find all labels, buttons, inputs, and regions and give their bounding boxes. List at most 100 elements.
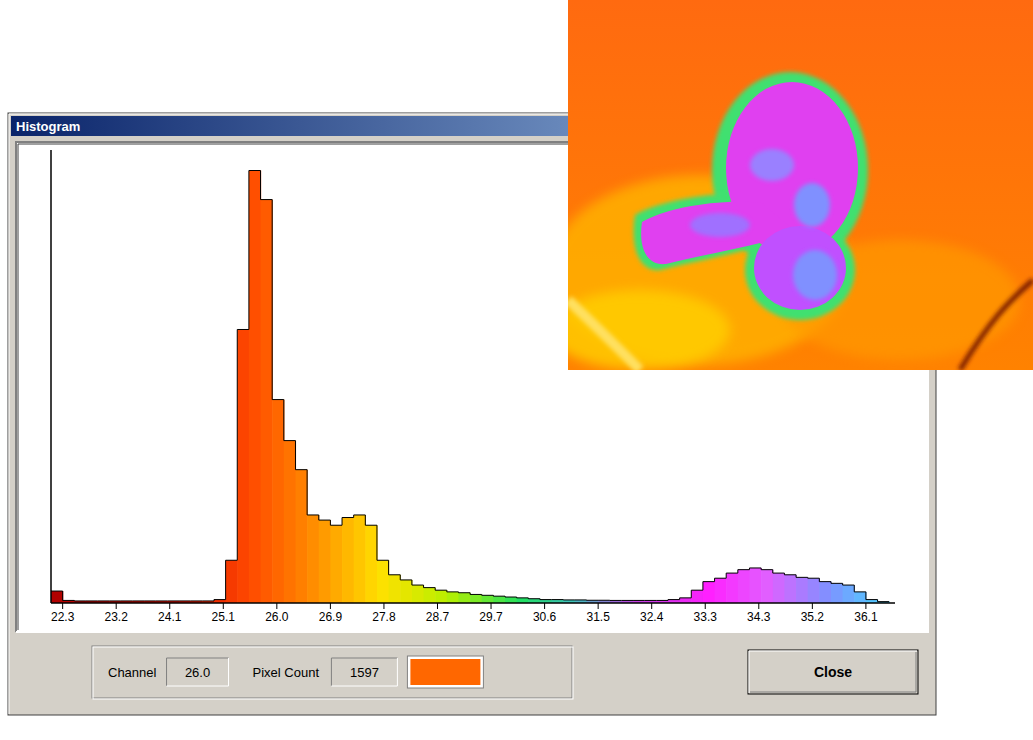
histogram-bar bbox=[749, 568, 761, 603]
bar-outline bbox=[493, 596, 505, 598]
bar-outline bbox=[668, 598, 680, 600]
histogram-bar bbox=[726, 573, 738, 603]
bar-outline bbox=[761, 570, 773, 573]
bar-outline bbox=[866, 600, 878, 602]
face-patch bbox=[750, 149, 794, 181]
bar-outline bbox=[784, 575, 796, 578]
histogram-bar bbox=[330, 525, 342, 603]
histogram-bar bbox=[843, 585, 855, 603]
bar-outline bbox=[144, 600, 156, 601]
bar-outline bbox=[540, 599, 552, 600]
bar-outline bbox=[458, 593, 470, 595]
thermal-image bbox=[568, 0, 1033, 370]
histogram-bar bbox=[680, 598, 692, 603]
x-tick-label: 31.5 bbox=[586, 610, 610, 624]
x-tick bbox=[812, 603, 813, 609]
bar-outline bbox=[587, 600, 599, 601]
bar-outline bbox=[726, 570, 738, 573]
close-button[interactable] bbox=[748, 650, 918, 694]
bar-outline bbox=[575, 599, 587, 600]
x-tick-label: 29.7 bbox=[479, 610, 503, 624]
button-shadow bbox=[750, 652, 916, 692]
x-tick-label: 26.0 bbox=[265, 610, 289, 624]
histogram-bar bbox=[470, 594, 482, 603]
bar-outline bbox=[470, 594, 482, 596]
histogram-bar bbox=[715, 578, 727, 603]
bar-outline bbox=[63, 600, 75, 602]
swatch-frame bbox=[407, 656, 483, 688]
x-tick-label: 28.7 bbox=[426, 610, 450, 624]
histogram-bar bbox=[284, 441, 296, 603]
x-tick-label: 25.1 bbox=[212, 610, 236, 624]
status-group-highlight bbox=[93, 647, 573, 699]
x-tick bbox=[62, 603, 63, 609]
channel-label: Channel bbox=[108, 665, 157, 680]
count-box bbox=[331, 658, 397, 686]
count-value: 1597 bbox=[350, 665, 379, 680]
face-patch bbox=[794, 183, 830, 227]
x-tick-label: 27.8 bbox=[372, 610, 396, 624]
bar-outline bbox=[680, 590, 692, 598]
x-tick bbox=[169, 603, 170, 609]
histogram-bar bbox=[493, 596, 505, 603]
bar-outline bbox=[598, 600, 610, 601]
count-box-shadow bbox=[331, 658, 397, 686]
histogram-bar bbox=[703, 582, 715, 603]
bar-outline bbox=[284, 441, 296, 470]
x-tick bbox=[276, 603, 277, 609]
fold-shadow bbox=[960, 280, 1033, 370]
x-tick-label: 34.3 bbox=[747, 610, 771, 624]
histogram-bar bbox=[482, 595, 494, 603]
histogram-bar bbox=[389, 575, 401, 603]
x-tick bbox=[116, 603, 117, 609]
x-tick bbox=[758, 603, 759, 609]
histogram-bar bbox=[424, 588, 436, 603]
bar-outline bbox=[167, 600, 179, 601]
bar-outline bbox=[272, 400, 284, 441]
bar-outline bbox=[854, 592, 866, 600]
histogram-bar bbox=[412, 585, 424, 603]
bar-outline bbox=[342, 515, 354, 518]
bar-outline bbox=[505, 597, 517, 599]
bar-outline bbox=[645, 600, 657, 601]
bar-outline bbox=[51, 591, 63, 600]
histogram-bar bbox=[261, 200, 273, 603]
bar-outline bbox=[552, 599, 564, 600]
histogram-bar bbox=[854, 592, 866, 603]
bar-outline bbox=[878, 601, 890, 602]
histogram-bar bbox=[237, 329, 249, 603]
bar-outline bbox=[319, 520, 331, 525]
bar-outline bbox=[121, 600, 133, 601]
bar-outline bbox=[377, 560, 389, 575]
x-tick bbox=[223, 603, 224, 609]
histogram-bar bbox=[691, 590, 703, 603]
histogram-bar bbox=[517, 598, 529, 603]
histogram-bar bbox=[51, 591, 63, 603]
histogram-bar bbox=[377, 560, 389, 603]
x-tick bbox=[651, 603, 652, 609]
bar-outline bbox=[715, 573, 727, 578]
bar-outline bbox=[808, 578, 820, 581]
bar-outline bbox=[226, 329, 238, 560]
bar-outline bbox=[435, 590, 447, 592]
bar-outline bbox=[749, 568, 761, 570]
bar-outline bbox=[517, 597, 529, 599]
histogram-bar bbox=[761, 570, 773, 603]
close-button-label[interactable]: Close bbox=[814, 664, 852, 680]
bar-outline bbox=[843, 585, 855, 592]
bar-outline bbox=[354, 515, 366, 525]
bar-outline bbox=[179, 600, 191, 601]
histogram-bar bbox=[400, 580, 412, 603]
bar-outline bbox=[74, 600, 86, 601]
histogram-bar bbox=[342, 518, 354, 603]
bar-outline bbox=[819, 582, 831, 584]
warm-blanket bbox=[568, 290, 730, 370]
bar-outline bbox=[447, 591, 459, 593]
histogram-bar bbox=[319, 520, 331, 603]
count-label: Pixel Count bbox=[253, 665, 320, 680]
bar-outline bbox=[738, 568, 750, 570]
bar-outline bbox=[424, 588, 436, 591]
histogram-bar bbox=[505, 597, 517, 603]
bar-outline bbox=[400, 580, 412, 585]
histogram-bar bbox=[831, 583, 843, 603]
